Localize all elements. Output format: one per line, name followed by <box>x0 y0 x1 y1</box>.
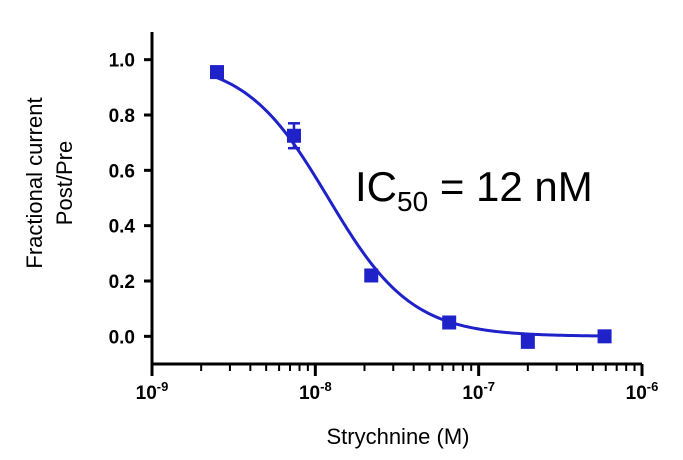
y-axis-title-line1: Fractional current <box>22 97 47 268</box>
x-tick-label: 10-7 <box>462 379 495 404</box>
data-point <box>442 315 457 330</box>
x-tick-label: 10-9 <box>136 379 169 404</box>
x-tick-exponent: -8 <box>320 379 332 394</box>
y-tick-label: 0.8 <box>109 106 135 127</box>
data-point <box>286 128 301 143</box>
x-axis-ticks: 10-9 10-8 10-7 10-6 <box>136 364 659 404</box>
x-tick-label: 10-8 <box>299 379 332 404</box>
y-tick-label: 0.0 <box>109 327 135 348</box>
y-axis-title-line2: Post/Pre <box>52 141 77 225</box>
ic50-annotation-prefix: IC <box>355 163 397 210</box>
ic50-annotation-subscript: 50 <box>397 186 428 217</box>
data-points <box>209 65 612 349</box>
y-tick-label: 0.6 <box>109 161 135 182</box>
ic50-annotation: IC50 = 12 nM <box>355 163 593 217</box>
x-tick-exponent: -6 <box>647 379 659 394</box>
data-point <box>520 334 535 349</box>
x-tick-exponent: -9 <box>157 379 169 394</box>
ic50-annotation-suffix: = 12 nM <box>428 163 593 210</box>
x-axis-title: Strychnine (M) <box>326 424 469 449</box>
data-point <box>597 329 612 344</box>
x-tick-exponent: -7 <box>483 379 495 394</box>
y-axis-ticks: 0.0 0.2 0.4 0.6 0.8 1.0 <box>109 51 152 348</box>
x-tick-base: 10 <box>626 383 647 404</box>
y-tick-label: 1.0 <box>109 51 135 72</box>
data-point <box>364 268 379 283</box>
y-tick-label: 0.4 <box>109 217 136 238</box>
x-tick-base: 10 <box>136 383 157 404</box>
x-tick-base: 10 <box>299 383 320 404</box>
y-tick-label: 0.2 <box>109 272 135 293</box>
x-tick-base: 10 <box>462 383 483 404</box>
x-tick-label: 10-6 <box>626 379 659 404</box>
data-point <box>209 65 224 80</box>
fit-curve <box>216 76 605 338</box>
